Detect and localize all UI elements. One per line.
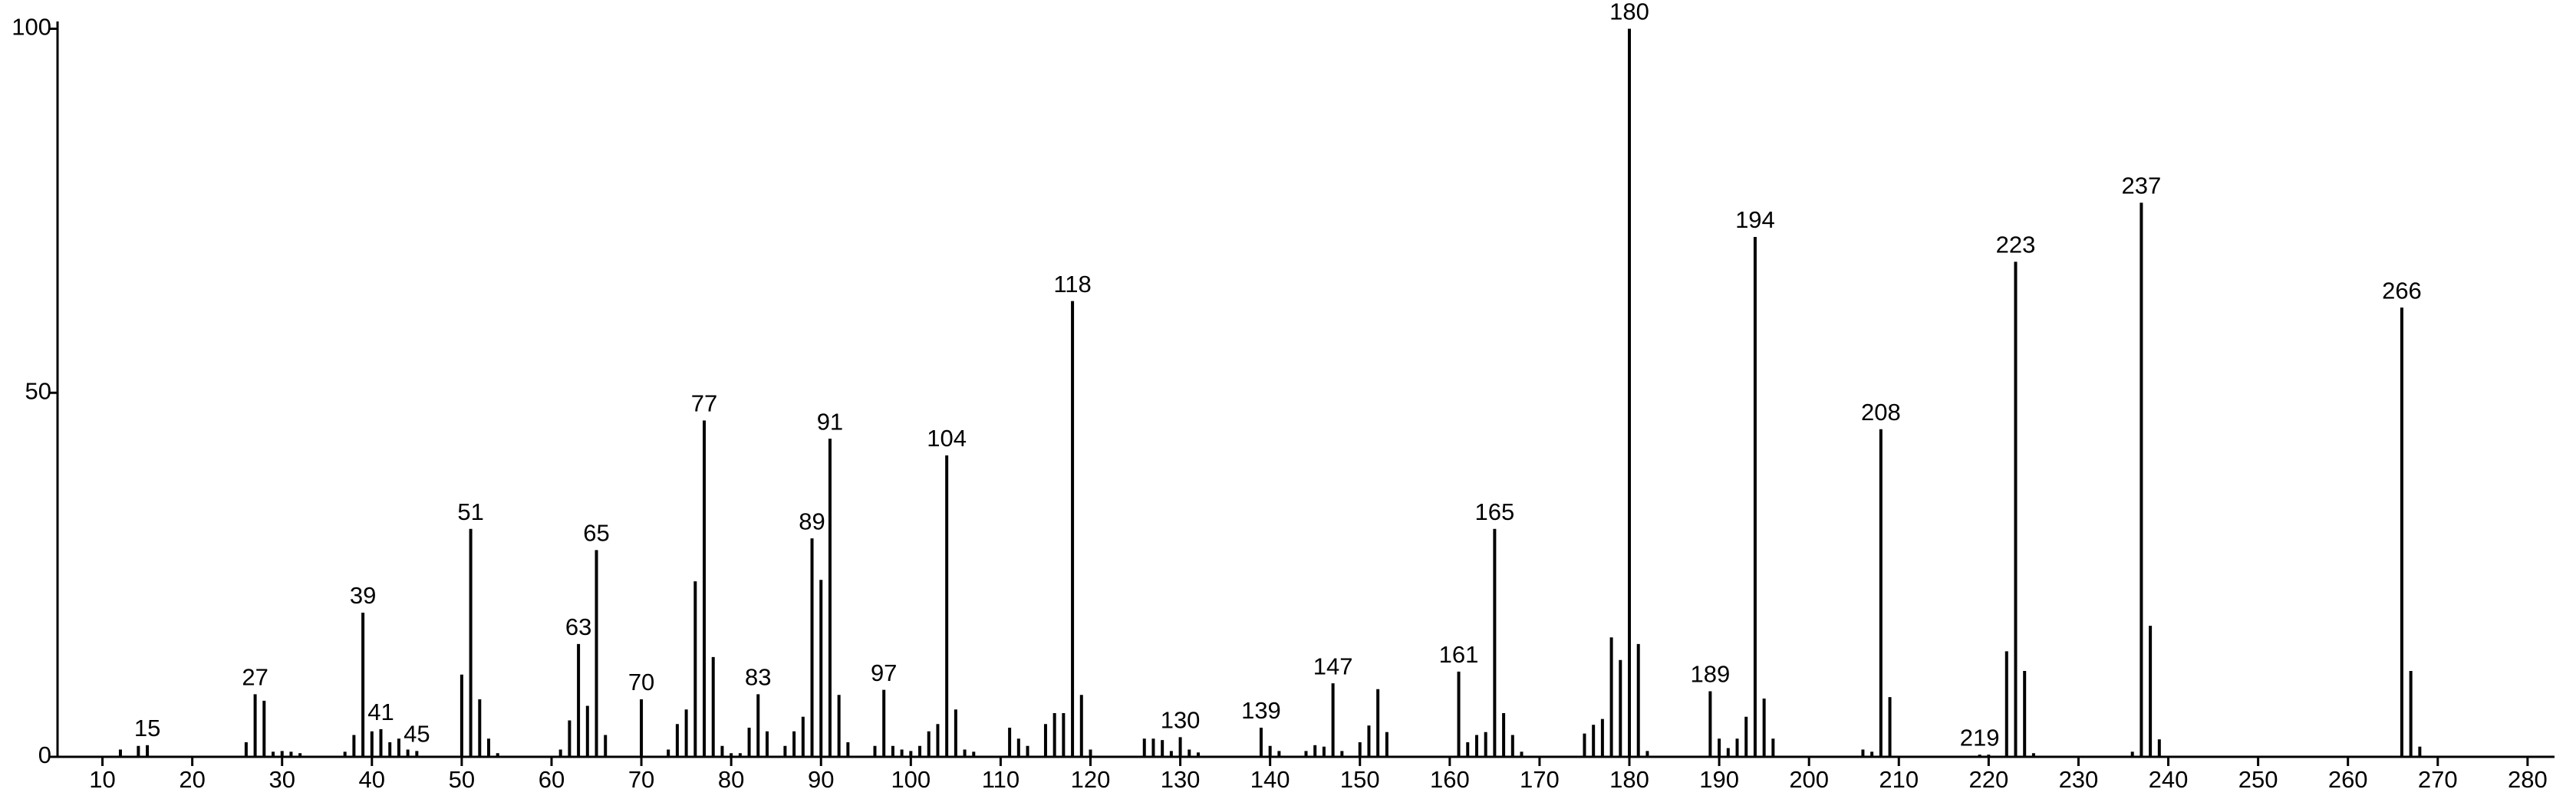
x-tick-label: 30 <box>268 766 295 793</box>
x-tick-label: 270 <box>2418 766 2458 793</box>
peak-label: 180 <box>1609 0 1649 25</box>
peak-label: 104 <box>927 425 967 452</box>
peak-label: 194 <box>1735 206 1775 233</box>
x-tick-label: 140 <box>1250 766 1290 793</box>
peak-label: 83 <box>745 664 771 691</box>
peak-label: 15 <box>134 715 160 741</box>
x-tick-label: 240 <box>2149 766 2189 793</box>
peak-label: 208 <box>1861 399 1901 426</box>
x-tick-label: 130 <box>1161 766 1201 793</box>
peak-label: 65 <box>583 520 609 547</box>
x-tick-label: 170 <box>1520 766 1560 793</box>
peak-label: 161 <box>1439 641 1479 668</box>
x-tick-label: 90 <box>808 766 834 793</box>
peak-label: 189 <box>1691 661 1731 688</box>
x-tick-label: 260 <box>2328 766 2368 793</box>
x-tick-label: 160 <box>1430 766 1470 793</box>
peak-label: 130 <box>1161 707 1201 734</box>
peak-label: 45 <box>404 721 430 748</box>
peak-label: 219 <box>1960 724 2000 751</box>
x-tick-label: 60 <box>539 766 565 793</box>
peak-label: 139 <box>1241 697 1281 724</box>
y-tick-label: 50 <box>25 377 51 404</box>
peak-label: 237 <box>2122 173 2162 199</box>
x-tick-label: 190 <box>1699 766 1739 793</box>
peak-label: 97 <box>871 659 897 686</box>
peak-label: 70 <box>628 669 654 695</box>
peak-label: 147 <box>1313 653 1353 679</box>
x-tick-label: 220 <box>1968 766 2008 793</box>
x-tick-label: 150 <box>1340 766 1380 793</box>
x-tick-label: 40 <box>359 766 385 793</box>
x-tick-label: 100 <box>891 766 931 793</box>
x-tick-label: 120 <box>1071 766 1111 793</box>
x-tick-label: 110 <box>982 766 1020 793</box>
x-tick-label: 80 <box>718 766 744 793</box>
x-tick-label: 180 <box>1609 766 1649 793</box>
peak-label: 91 <box>817 408 843 435</box>
peak-label: 63 <box>565 613 591 640</box>
x-tick-label: 200 <box>1789 766 1829 793</box>
x-tick-label: 230 <box>2059 766 2099 793</box>
x-tick-label: 250 <box>2238 766 2278 793</box>
peak-label: 41 <box>367 699 394 725</box>
peak-label: 118 <box>1053 271 1091 298</box>
x-tick-label: 10 <box>89 766 115 793</box>
peak-label: 27 <box>242 664 268 691</box>
x-tick-label: 210 <box>1879 766 1919 793</box>
x-tick-label: 50 <box>449 766 475 793</box>
peak-label: 165 <box>1475 498 1515 525</box>
peak-label: 223 <box>1996 232 2036 258</box>
x-tick-label: 20 <box>179 766 205 793</box>
y-tick-label: 100 <box>12 14 51 41</box>
x-tick-label: 280 <box>2508 766 2548 793</box>
y-tick-label: 0 <box>38 741 51 768</box>
peak-label: 266 <box>2382 277 2422 304</box>
peak-label: 39 <box>350 582 376 609</box>
peak-label: 51 <box>457 498 483 525</box>
peak-label: 77 <box>691 390 717 417</box>
peak-label: 89 <box>799 508 825 534</box>
x-tick-label: 70 <box>628 766 654 793</box>
